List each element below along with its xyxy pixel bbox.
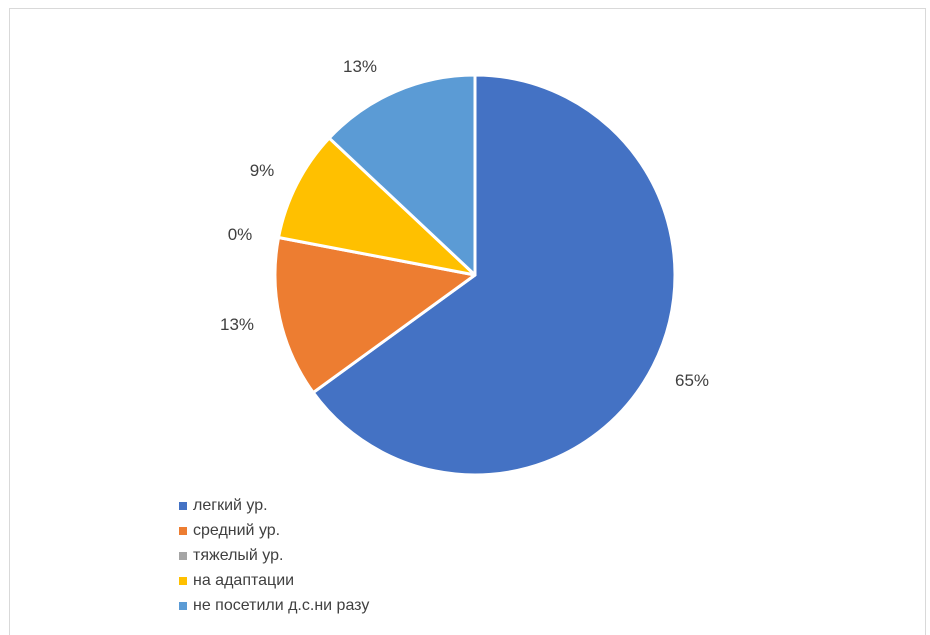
legend-label: не посетили д.с.ни разу	[193, 596, 370, 614]
legend-item-3: тяжелый ур.	[179, 543, 369, 568]
legend-item-1: легкий ур.	[179, 493, 369, 518]
pie-slice-5	[327, 73, 477, 277]
legend-swatch	[179, 576, 187, 585]
legend-item-4: на адаптации	[179, 568, 369, 593]
data-label-2: 13%	[220, 315, 254, 334]
legend-label: на адаптации	[193, 571, 295, 589]
legend-label: средний ур.	[193, 521, 281, 539]
chart-legend: легкий ур. средний ур. тяжелый ур. на адапт…	[179, 493, 369, 618]
pie-slice-2	[273, 236, 477, 395]
legend-swatch	[179, 551, 187, 560]
legend-item-5: не посетили д.с.ни разу	[179, 593, 369, 618]
data-label-1: 65%	[675, 371, 709, 390]
data-label-4: 9%	[250, 161, 275, 180]
legend-swatch	[179, 601, 187, 610]
legend-item-2: средний ур.	[179, 518, 369, 543]
data-label-3: 0%	[228, 225, 253, 244]
data-label-5: 13%	[343, 57, 377, 76]
legend-label: тяжелый ур.	[193, 546, 284, 564]
pie-slice-4	[277, 136, 477, 277]
pie-slice-1	[311, 73, 677, 477]
legend-label: легкий ур.	[193, 496, 268, 514]
legend-swatch	[179, 501, 187, 510]
legend-swatch	[179, 526, 187, 535]
